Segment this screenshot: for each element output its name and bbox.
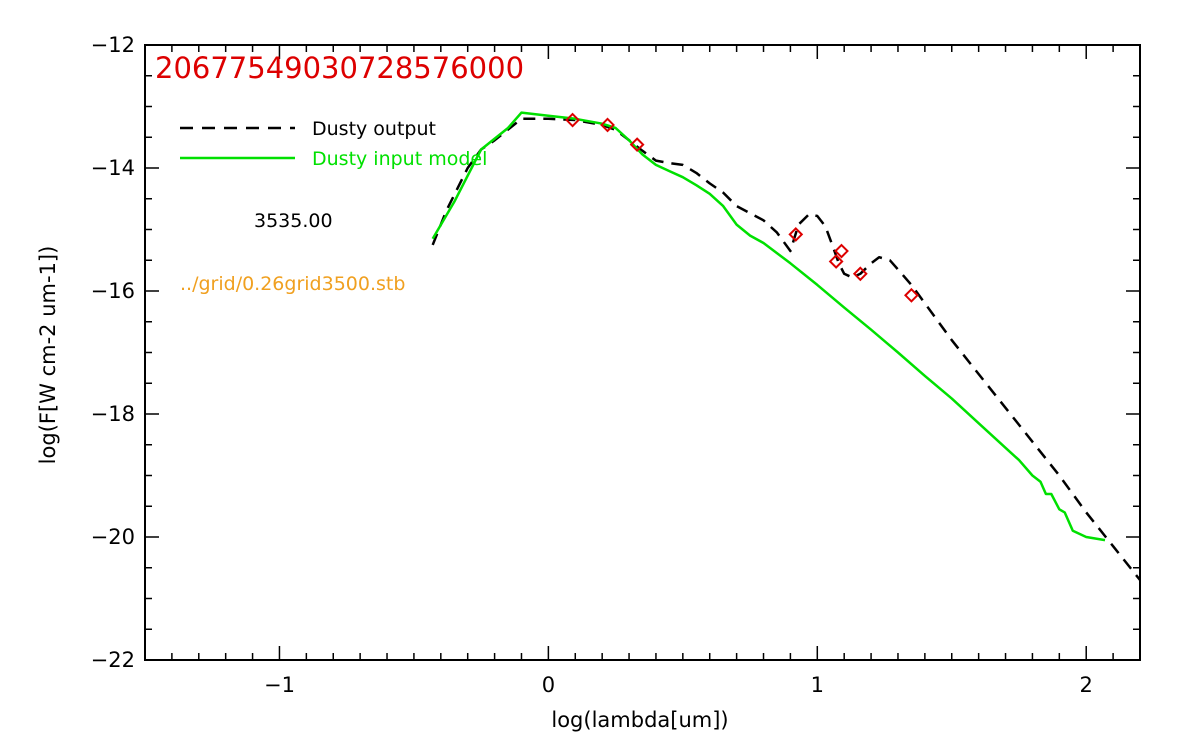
legend-label-dusty-output: Dusty output	[312, 118, 436, 140]
photometry-point	[852, 266, 868, 282]
series-line-dusty-input-model	[431, 111, 1106, 542]
temperature-annotation: 3535.00	[254, 210, 333, 232]
chart-title: 20677549030728576000	[155, 51, 524, 85]
photometry-point	[834, 243, 849, 259]
x-tick-label: 1	[811, 673, 824, 697]
plot-frame	[144, 44, 1141, 661]
series-group	[431, 111, 1140, 581]
photometry-point	[788, 227, 804, 242]
grid-file-annotation: ../grid/0.26grid3500.stb	[180, 273, 405, 295]
axes: −1 0 1 2 −22 −20 −18 −16 −14 −12	[91, 33, 1141, 697]
legend-label-dusty-input: Dusty input model	[312, 148, 487, 170]
photometry-point	[828, 254, 844, 269]
y-axis-label: log(F[W cm-2 um-1])	[36, 246, 60, 465]
y-tick-label: −14	[91, 156, 135, 180]
photometry-markers	[565, 112, 919, 303]
x-tick-label: −1	[264, 673, 295, 697]
x-tick-label: 2	[1080, 673, 1093, 697]
x-tick-label: 0	[542, 673, 555, 697]
series-line-dusty-output	[431, 117, 1140, 581]
photometry-point	[600, 117, 615, 133]
legend: Dusty output Dusty input model	[180, 118, 487, 170]
y-tick-label: −22	[91, 648, 135, 672]
x-axis-label: log(lambda[um])	[551, 708, 728, 732]
photometry-point	[904, 287, 919, 303]
photometry-point	[629, 137, 645, 153]
y-tick-label: −18	[91, 402, 135, 426]
y-tick-label: −16	[91, 279, 135, 303]
photometry-point	[565, 112, 580, 128]
y-tick-label: −12	[91, 33, 135, 57]
y-tick-label: −20	[91, 525, 135, 549]
